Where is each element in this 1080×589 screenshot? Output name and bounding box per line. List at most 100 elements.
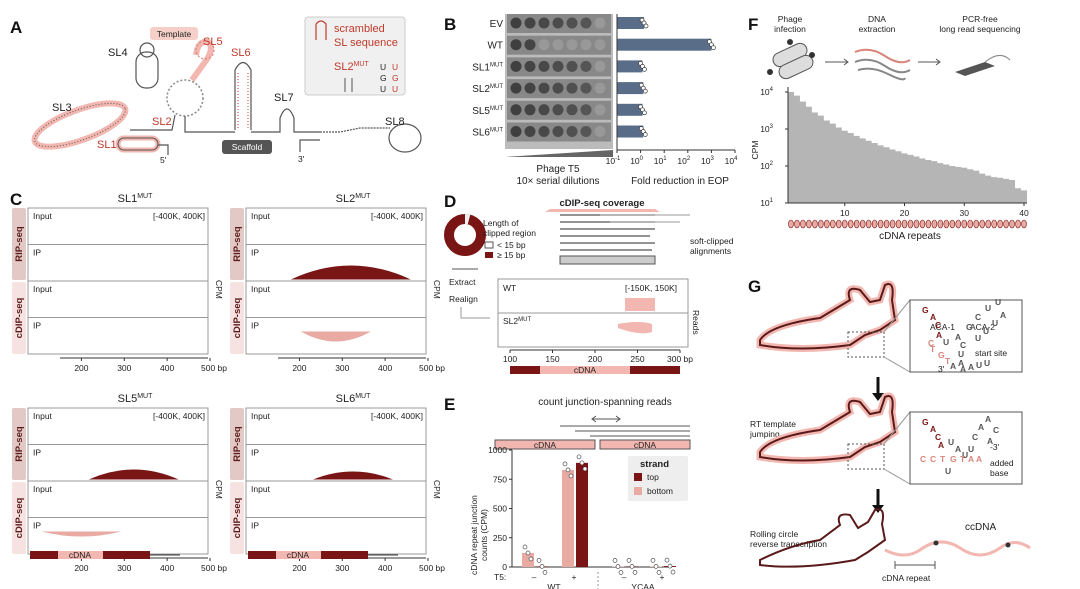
- c-row-label: IP: [251, 521, 259, 531]
- repeat-unit: [973, 219, 980, 229]
- e-point: [582, 466, 588, 472]
- rt-label-1: RT template: [750, 419, 796, 429]
- mut-base-4: G: [392, 73, 399, 83]
- repeat-unit: [943, 219, 950, 229]
- c-row-label: IP: [33, 521, 41, 531]
- e-point: [536, 558, 542, 563]
- c-panel-title: SL5MUT: [118, 393, 153, 405]
- plaque-spot: [594, 104, 606, 116]
- repeat-unit: [961, 219, 968, 229]
- repeat-unit: [800, 219, 806, 229]
- c-row-label: IP: [33, 321, 41, 331]
- sequence-base: C: [935, 432, 941, 442]
- plaque-spot: [524, 104, 536, 116]
- aca1-label: ACA-1: [930, 322, 955, 332]
- sequence-base: A: [930, 424, 936, 434]
- c-cdna-label: cDNA: [69, 550, 92, 560]
- repeat-unit: [919, 219, 926, 229]
- plaque-spot: [552, 82, 564, 94]
- e-point: [612, 558, 618, 563]
- g-structure-1: [756, 280, 911, 373]
- rip-seq-label: RIP-seq: [14, 426, 25, 462]
- sequence-base: U: [984, 358, 990, 368]
- f-xtick-label: 30: [960, 208, 970, 218]
- sequence-base: U: [962, 450, 968, 460]
- plaque-spot: [594, 126, 606, 137]
- panel-c: SL1MUT RIP-seq cDIP-seq Input IP Input IP [-400…: [12, 193, 445, 573]
- plaque-spot: [524, 60, 536, 72]
- repeat-unit: [847, 219, 854, 229]
- legend-line-2: SL sequence: [334, 37, 398, 49]
- c-row-label: IP: [33, 448, 41, 458]
- c-row-label: Input: [251, 284, 271, 294]
- f-xtick-label: 10: [840, 208, 850, 218]
- e-point: [525, 550, 531, 556]
- strain-label: EV: [490, 19, 504, 30]
- d-tick-label: 250: [630, 354, 644, 364]
- phage-cells-icon: [767, 39, 815, 80]
- f-step1-2: infection: [774, 24, 806, 34]
- e-point: [653, 564, 659, 569]
- d-tick-label: 150: [545, 354, 559, 364]
- e-ytick-label: 1000: [488, 445, 507, 455]
- plaque-spot: [552, 126, 564, 137]
- repeat-unit: [859, 219, 866, 229]
- e-point: [618, 570, 624, 575]
- sequence-base: C: [935, 320, 941, 330]
- sequence-base: A: [955, 444, 961, 454]
- d-tick-label: 300 bp: [667, 354, 693, 364]
- eop-bar: [617, 17, 645, 29]
- c-row-label: IP: [251, 321, 259, 331]
- bar-top-strand: [576, 462, 588, 567]
- repeat-unit: [1015, 219, 1021, 229]
- sequence-base: A: [938, 440, 944, 450]
- sequence-base: U: [992, 318, 998, 328]
- c-tick-label: 500 bp: [419, 363, 445, 373]
- c-cpm-label: CPM: [214, 480, 224, 499]
- repeat-unit: [794, 219, 800, 229]
- f-step3-1: PCR-free: [962, 14, 998, 24]
- f-xlabel: cDNA repeats: [879, 231, 941, 242]
- eop-bar: [617, 103, 643, 116]
- ccdna-label: ccDNA: [965, 522, 996, 533]
- e-point: [650, 558, 656, 563]
- e-ytick-label: 250: [493, 533, 507, 543]
- aca2-label: ACA-2: [970, 322, 995, 332]
- cpm-histogram-area: [788, 92, 1027, 203]
- plaque-spot: [594, 60, 606, 72]
- mut-base-6: U: [392, 84, 398, 94]
- f-step1-1: Phage: [778, 14, 803, 24]
- repeat-unit: [865, 219, 872, 229]
- sequence-base: U: [968, 444, 974, 454]
- c-cpm-label: CPM: [214, 280, 224, 299]
- sequence-base: C: [930, 454, 936, 464]
- sequence-base: U: [958, 349, 964, 359]
- sl6-label: SL6: [231, 47, 251, 59]
- plaque-spot: [538, 39, 550, 51]
- c-tick-label: 500 bp: [201, 563, 227, 573]
- mut-base-1: U: [380, 62, 386, 72]
- e-point: [632, 570, 638, 575]
- eop-tick-label: 10-1: [606, 156, 621, 166]
- e-ylabel-2: counts (CPM): [479, 509, 489, 561]
- c-cpm-label: CPM: [432, 280, 442, 299]
- scaffold-label: Scaffold: [232, 142, 263, 152]
- mut-base-3: G: [380, 73, 387, 83]
- plaque-spot: [538, 82, 550, 94]
- sequence-base: G: [938, 350, 945, 360]
- c-row-label: Input: [33, 211, 53, 221]
- eop-point: [642, 132, 648, 137]
- sequence-base: U: [948, 437, 954, 447]
- plaque-spot: [538, 126, 550, 137]
- e-point: [670, 569, 676, 575]
- rip-seq-label: RIP-seq: [232, 226, 243, 262]
- eop-bar: [617, 125, 644, 138]
- plaque-spot: [580, 39, 592, 51]
- c-cpm-label: CPM: [432, 480, 442, 499]
- e-point: [579, 460, 585, 466]
- eop-point: [643, 23, 649, 29]
- panel-label-f: F: [748, 15, 758, 34]
- plaque-spot: [552, 60, 564, 72]
